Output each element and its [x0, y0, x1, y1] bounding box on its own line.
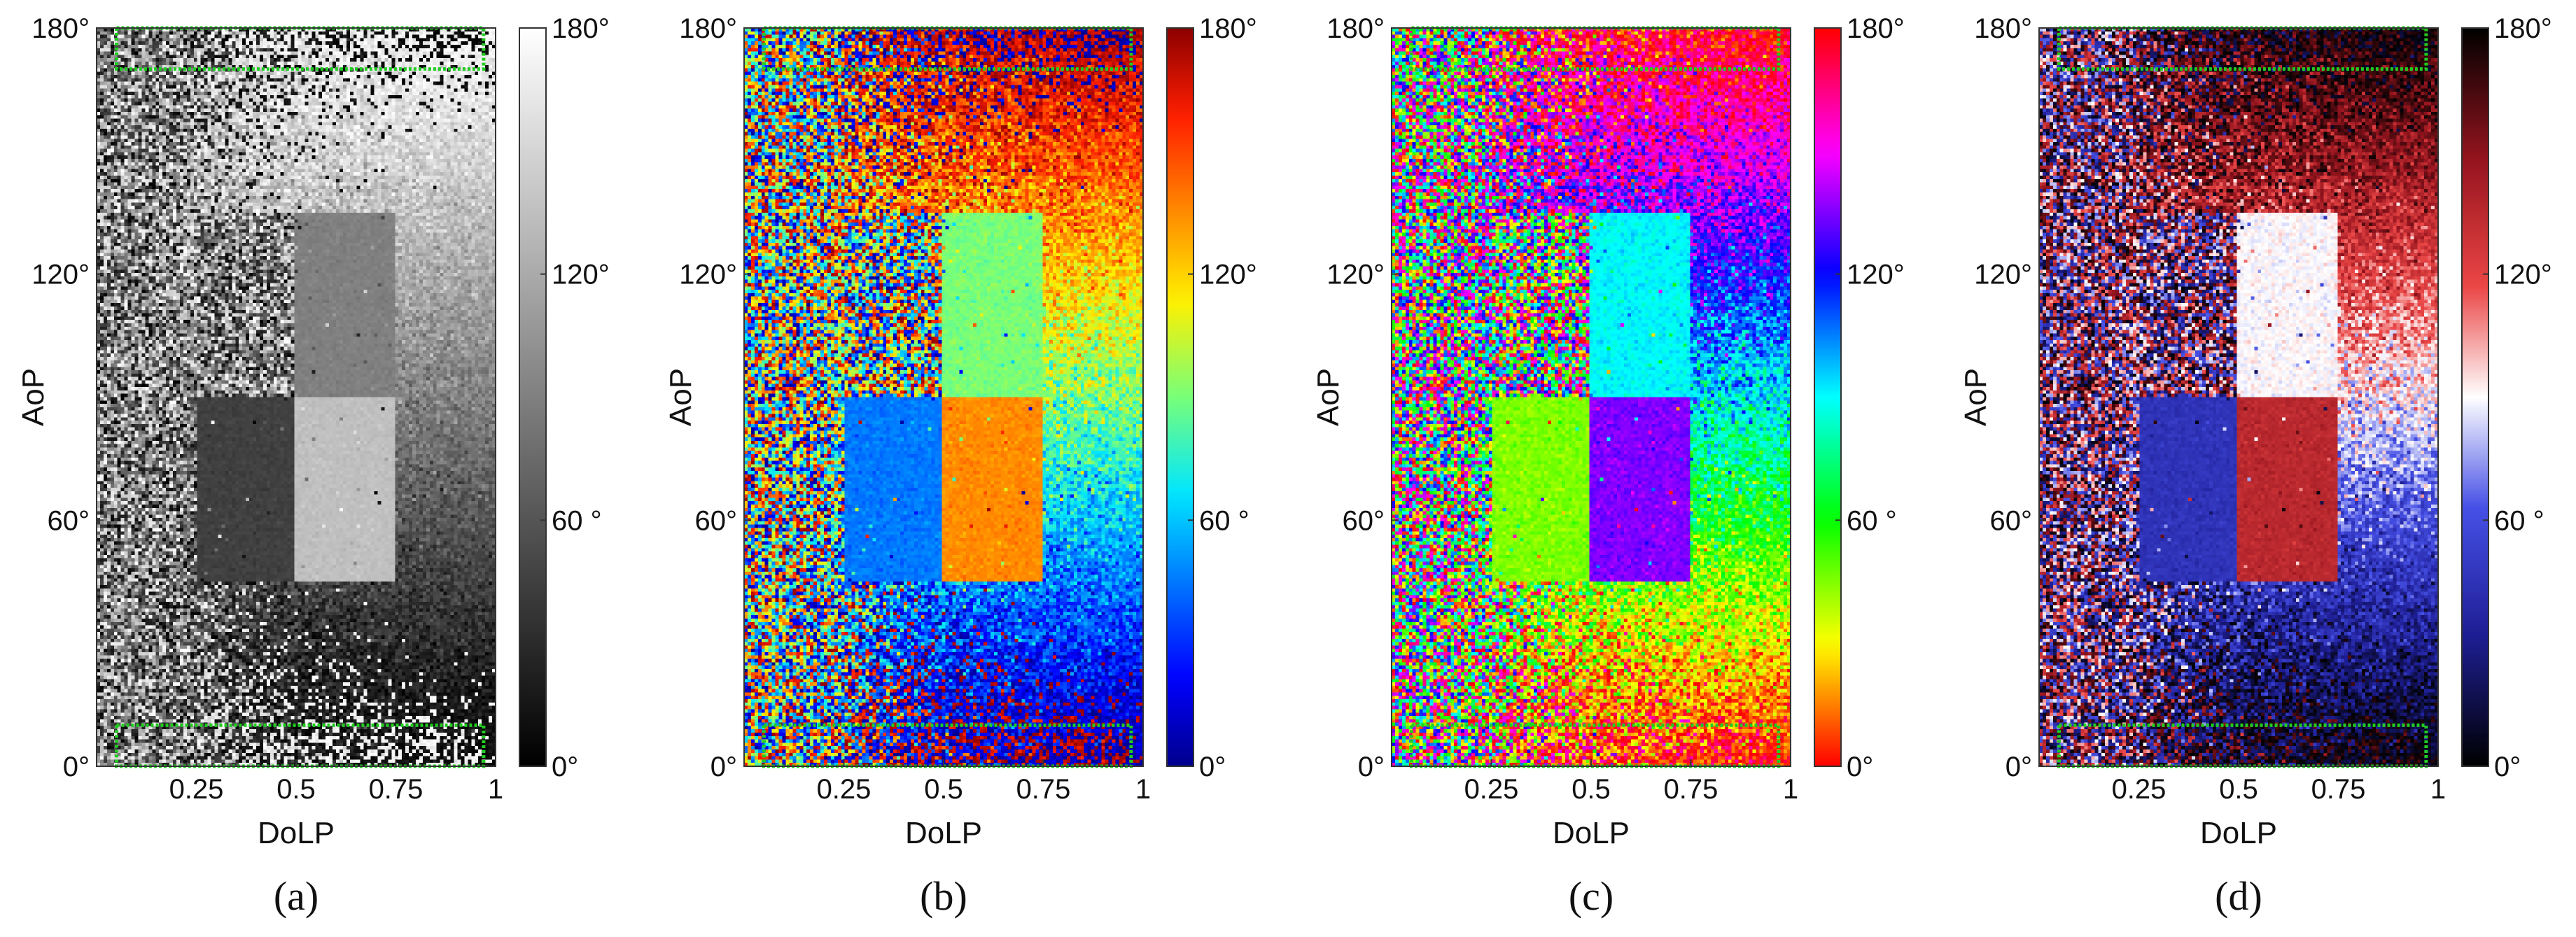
- colorbar: [1166, 27, 1194, 767]
- y-tick-label: 60°: [1990, 505, 2033, 536]
- y-axis-label: AoP: [16, 368, 50, 426]
- y-tick-label: 60°: [1343, 505, 1385, 536]
- y-tick-label: 180°: [31, 13, 90, 44]
- x-tick-label: 0.25: [817, 774, 872, 805]
- y-axis-label: AoP: [1311, 368, 1345, 426]
- x-tick-label: 1: [1135, 774, 1151, 805]
- colorbar-tick-label: 180°: [1199, 13, 1257, 44]
- highlight-box-0: [762, 723, 1133, 768]
- panel-caption: (d): [2215, 873, 2262, 919]
- x-tick-label: 0.75: [369, 774, 424, 805]
- panel-caption: (b): [920, 873, 967, 919]
- panel-d: 0.25 0.5 0.75 1 0° 60° 120° 180° DoLP AoP (d) 0° 60 …: [1959, 13, 2552, 919]
- colorbar-tick-label: 60 °: [2494, 505, 2544, 536]
- x-tick-label: 1: [2430, 774, 2446, 805]
- x-axis-label: DoLP: [905, 816, 982, 850]
- x-axis-label: DoLP: [258, 816, 335, 850]
- colorbar-tick-label: 180°: [2494, 13, 2552, 44]
- y-tick-label: 120°: [679, 260, 737, 290]
- aop-heatmap: [1392, 28, 1791, 766]
- colorbar-tick-label: 60 °: [1847, 505, 1897, 536]
- highlight-box-0: [115, 723, 486, 768]
- x-tick-label: 0.75: [1016, 774, 1071, 805]
- colorbar-tick-label: 120°: [2494, 260, 2552, 290]
- colorbar-tick-label: 60 °: [1199, 505, 1250, 536]
- y-tick-label: 0°: [710, 752, 737, 782]
- y-tick-label: 120°: [1326, 260, 1385, 290]
- colorbar-tick-label: 120°: [552, 260, 610, 290]
- x-tick-label: 0.5: [2219, 774, 2258, 805]
- x-tick-label: 1: [488, 774, 503, 805]
- panel-c: 0.25 0.5 0.75 1 0° 60° 120° 180° DoLP AoP (c) 0° 60 …: [1311, 13, 1905, 919]
- x-tick-label: 0.5: [1572, 774, 1611, 805]
- colorbar-tick-label: 0°: [2494, 752, 2521, 782]
- x-tick-label: 0.25: [2112, 774, 2166, 805]
- highlight-box-0: [2057, 723, 2428, 768]
- aop-heatmap: [744, 28, 1143, 766]
- x-tick-label: 0.75: [2311, 774, 2366, 805]
- colorbar-tick-label: 60 °: [552, 505, 602, 536]
- x-tick-label: 0.25: [1464, 774, 1519, 805]
- y-tick-label: 180°: [1974, 13, 2032, 44]
- y-axis-label: AoP: [1959, 368, 1993, 426]
- x-tick-label: 0.5: [276, 774, 316, 805]
- y-tick-label: 0°: [2005, 752, 2032, 782]
- y-tick-label: 180°: [1326, 13, 1385, 44]
- highlight-box-0: [1410, 723, 1781, 768]
- x-tick-label: 0.25: [169, 774, 224, 805]
- colorbar: [2461, 27, 2489, 767]
- y-tick-label: 60°: [695, 505, 738, 536]
- aop-heatmap: [2039, 28, 2438, 766]
- y-tick-label: 180°: [679, 13, 737, 44]
- x-tick-label: 1: [1783, 774, 1798, 805]
- y-tick-label: 120°: [1974, 260, 2032, 290]
- y-tick-label: 0°: [1358, 752, 1385, 782]
- colorbar-tick-label: 0°: [1199, 752, 1226, 782]
- x-axis-label: DoLP: [1553, 816, 1630, 850]
- colorbar-tick-label: 180°: [552, 13, 610, 44]
- y-tick-label: 60°: [48, 505, 90, 536]
- y-axis-label: AoP: [664, 368, 698, 426]
- x-tick-label: 0.5: [924, 774, 963, 805]
- x-tick-label: 0.75: [1664, 774, 1718, 805]
- y-tick-label: 120°: [31, 260, 90, 290]
- colorbar-tick-label: 0°: [1847, 752, 1873, 782]
- colorbar: [1814, 27, 1842, 767]
- colorbar-tick-label: 120°: [1199, 260, 1257, 290]
- panel-a: 0.25 0.5 0.75 1 0° 60° 120° 180° DoLP AoP (a) 0° 60 …: [16, 13, 610, 919]
- colorbar: [519, 27, 547, 767]
- colorbar-tick-label: 0°: [552, 752, 578, 782]
- y-tick-label: 0°: [63, 752, 90, 782]
- colorbar-tick-label: 120°: [1847, 260, 1905, 290]
- x-axis-label: DoLP: [2200, 816, 2277, 850]
- colorbar-tick-label: 180°: [1847, 13, 1905, 44]
- aop-heatmap: [97, 28, 496, 766]
- panel-caption: (c): [1569, 873, 1614, 919]
- panel-caption: (a): [274, 873, 318, 919]
- panel-b: 0.25 0.5 0.75 1 0° 60° 120° 180° DoLP AoP (b) 0° 60 …: [664, 13, 1257, 919]
